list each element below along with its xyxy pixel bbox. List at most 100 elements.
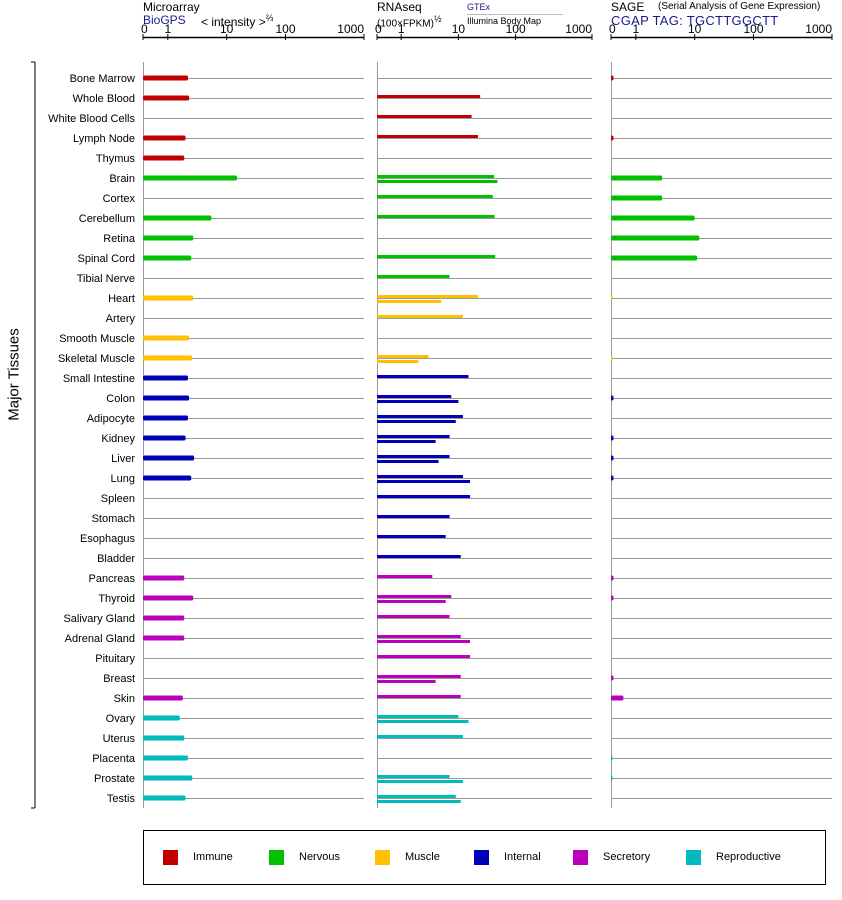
sage-tick-label: 0 xyxy=(609,22,616,36)
gtex-bar xyxy=(377,375,469,378)
tissue-label: Adrenal Gland xyxy=(65,633,135,645)
gtex-bar xyxy=(377,515,450,518)
rnaseq-scale-text: (100×FPKM) xyxy=(377,18,434,30)
sage-bar xyxy=(611,355,613,361)
sage-tick-label: 1 xyxy=(632,22,639,36)
gtex-bar xyxy=(377,215,495,218)
tissue-label: Whole Blood xyxy=(73,93,135,105)
biogps-link[interactable]: BioGPS xyxy=(143,13,186,27)
gtex-bar xyxy=(377,775,450,778)
illumina-bar xyxy=(377,680,436,683)
gtex-bar xyxy=(377,295,478,298)
tissue-label: Stomach xyxy=(92,513,135,525)
sage-subtitle: (Serial Analysis of Gene Expression) xyxy=(658,1,821,12)
tissue-label: Salivary Gland xyxy=(63,613,135,625)
sage-bar xyxy=(611,755,613,761)
microarray-bar xyxy=(143,635,185,641)
sage-bar xyxy=(611,215,695,221)
tissue-label: Prostate xyxy=(94,773,135,785)
microarray-bar xyxy=(143,575,185,581)
illumina-bar xyxy=(377,800,461,803)
microarray-tick-label: 0 xyxy=(141,22,148,36)
tissue-label: Small Intestine xyxy=(63,373,135,385)
microarray-bar xyxy=(143,335,190,341)
tissue-label: Pancreas xyxy=(89,573,136,585)
microarray-bar xyxy=(143,435,186,441)
gtex-bar xyxy=(377,495,471,498)
tissue-label: Uterus xyxy=(103,733,136,745)
rnaseq-tick-label: 100 xyxy=(506,22,526,36)
tissue-label: Lung xyxy=(111,473,135,485)
sage-bar xyxy=(611,575,614,581)
microarray-tick-label: 1000 xyxy=(337,22,364,36)
legend-label-nervous: Nervous xyxy=(299,851,340,863)
sage-bar xyxy=(611,295,613,301)
microarray-bar xyxy=(143,155,185,161)
gtex-bar xyxy=(377,395,452,398)
gtex-bar xyxy=(377,575,433,578)
gtex-bar xyxy=(377,715,459,718)
rnaseq-tick-label: 1 xyxy=(398,22,405,36)
tissue-label: Pituitary xyxy=(95,653,135,665)
tissue-label: Skeletal Muscle xyxy=(58,353,135,365)
tissue-label: Esophagus xyxy=(80,533,136,545)
sage-bar xyxy=(611,775,613,781)
microarray-bar xyxy=(143,455,195,461)
gtex-bar xyxy=(377,175,495,178)
gtex-bar xyxy=(377,415,463,418)
sage-bar xyxy=(611,395,614,401)
illumina-bar xyxy=(377,300,442,303)
tissue-label: Breast xyxy=(103,673,135,685)
gtex-bar xyxy=(377,255,496,258)
microarray-bar xyxy=(143,595,194,601)
sage-bar xyxy=(611,235,700,241)
microarray-bar xyxy=(143,235,194,241)
sage-bar xyxy=(611,195,663,201)
gtex-bar xyxy=(377,315,463,318)
microarray-bar xyxy=(143,695,183,701)
rnaseq-tick-label: 1000 xyxy=(565,22,592,36)
tissue-label: Artery xyxy=(106,313,136,325)
tissue-label: Lymph Node xyxy=(73,133,135,145)
tissue-label: Liver xyxy=(111,453,135,465)
rnaseq-tick-label: 0 xyxy=(375,22,382,36)
gtex-link[interactable]: GTEx xyxy=(467,2,491,12)
gtex-bar xyxy=(377,655,471,658)
sage-bar xyxy=(611,595,614,601)
illumina-bar xyxy=(377,440,436,443)
tissue-label: Bladder xyxy=(97,553,135,565)
sage-bar xyxy=(611,175,663,181)
gtex-bar xyxy=(377,615,450,618)
tissue-label: Thyroid xyxy=(98,593,135,605)
tissue-label: Testis xyxy=(107,793,136,805)
gtex-bar xyxy=(377,275,450,278)
y-axis-label: Major Tissues xyxy=(5,328,23,421)
legend-swatch-muscle xyxy=(375,850,390,865)
sage-bar xyxy=(611,435,614,441)
microarray-bar xyxy=(143,375,188,381)
illumina-bar xyxy=(377,780,463,783)
legend: Immune Nervous Muscle Internal Secretory… xyxy=(143,830,826,885)
sage-tag-link[interactable]: CGAP TAG: TGCTTGGCTT xyxy=(611,13,779,28)
rnaseq-scale-exponent: ½ xyxy=(433,14,442,24)
tissue-label: Bone Marrow xyxy=(70,73,135,85)
microarray-tick-label: 10 xyxy=(220,22,234,36)
illumina-bar xyxy=(377,720,469,723)
legend-swatch-immune xyxy=(163,850,178,865)
microarray-tick-label: 100 xyxy=(275,22,295,36)
microarray-bar xyxy=(143,255,192,261)
microarray-bar xyxy=(143,75,188,81)
gtex-bar xyxy=(377,735,463,738)
microarray-bar xyxy=(143,175,238,181)
sage-bar xyxy=(611,75,614,81)
sage-title: SAGE xyxy=(611,0,645,14)
tissue-label: Heart xyxy=(108,293,135,305)
microarray-bar xyxy=(143,735,185,741)
sage-tick-label: 100 xyxy=(743,22,763,36)
sage-tick-label: 1000 xyxy=(805,22,832,36)
microarray-bar xyxy=(143,715,180,721)
gtex-bar xyxy=(377,555,461,558)
illumina-bar xyxy=(377,400,459,403)
sage-bar xyxy=(611,675,614,681)
rnaseq-scale-label: (100×FPKM)½ xyxy=(377,14,441,29)
